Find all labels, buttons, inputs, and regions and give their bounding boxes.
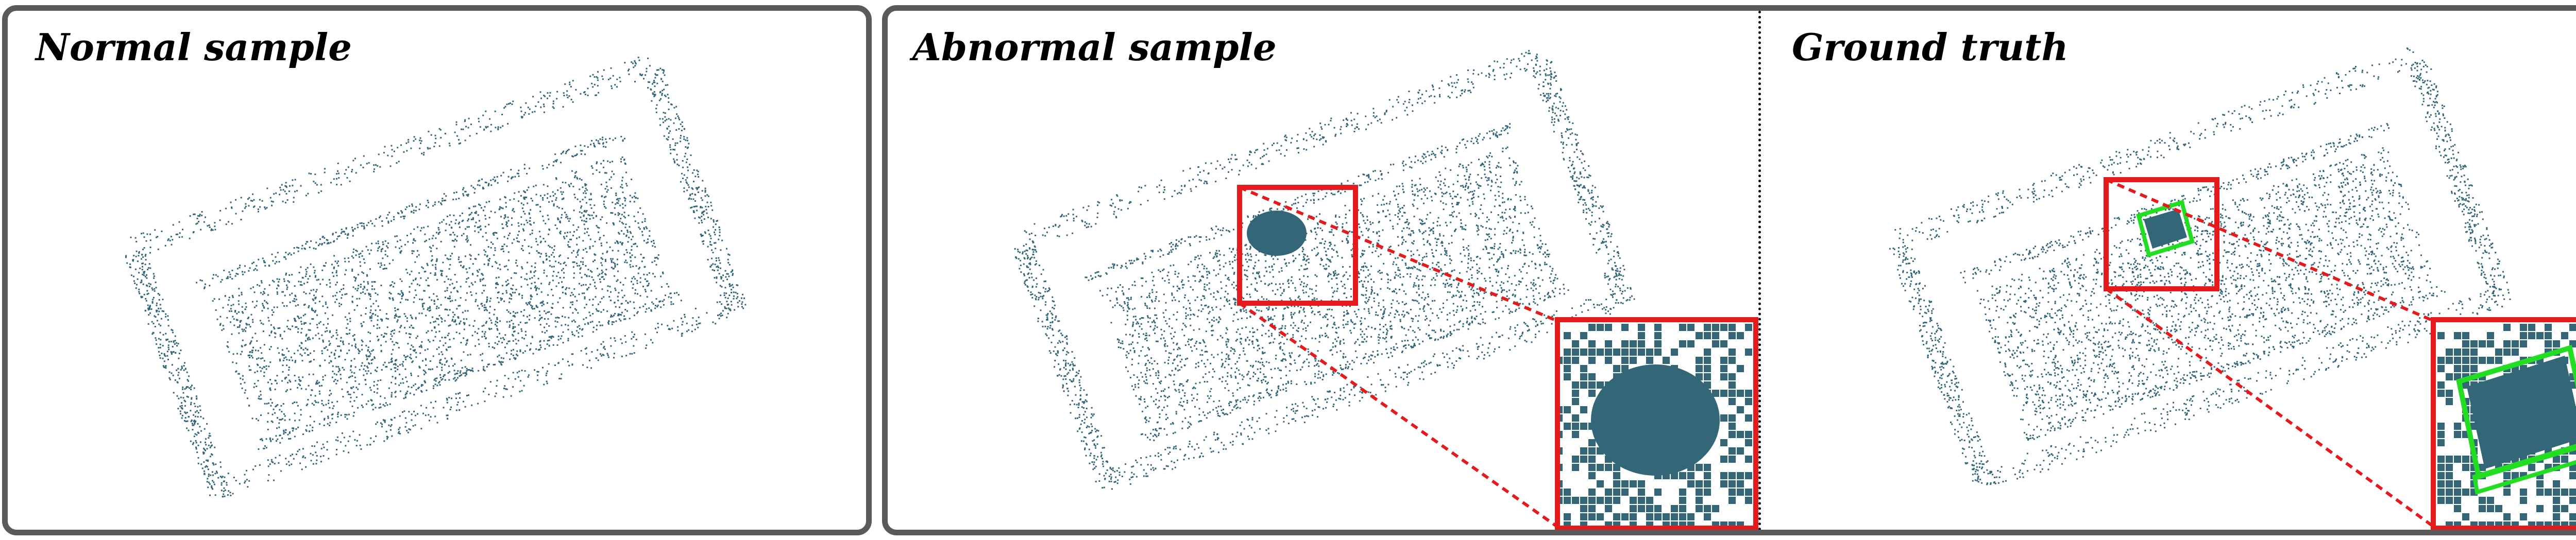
- abnormal-point-cloud: [1014, 50, 1635, 490]
- gt-defect-zoomed: [2467, 356, 2576, 469]
- normal-sample-panel: Normal sample: [2, 5, 872, 535]
- gt-zoom-inset: [2431, 317, 2576, 530]
- gt-defect-box-zoomed: [2456, 344, 2576, 480]
- point-cloud-points: [125, 57, 747, 498]
- gt-zoom-region: [2104, 177, 2219, 291]
- normal-point-cloud: [125, 57, 747, 498]
- comparison-point-clouds: [1014, 47, 2576, 530]
- point-cloud-points: [1014, 50, 1635, 490]
- abnormal-defect-zoomed: [1591, 364, 1720, 476]
- point-cloud-points: [1889, 47, 2511, 485]
- abnormal-defect-blob: [1247, 211, 1307, 256]
- abnormal-zoom-region: [1237, 185, 1358, 306]
- abnormal-sample-title: Abnormal sample: [912, 25, 1277, 69]
- gt-zoom-callout: [2104, 177, 2576, 530]
- ground-truth-title: Ground truth: [1792, 25, 2069, 69]
- abnormal-zoom-callout: [1237, 185, 1758, 530]
- normal-sample-title: Normal sample: [36, 25, 352, 69]
- abnormal-zoom-inset: [1555, 317, 1758, 530]
- gt-defect-blob: [2144, 209, 2187, 249]
- panel-divider: [1758, 11, 1761, 530]
- ground-truth-point-cloud: [1889, 47, 2511, 485]
- comparison-panel: Abnormal sample Ground truth: [882, 5, 2576, 535]
